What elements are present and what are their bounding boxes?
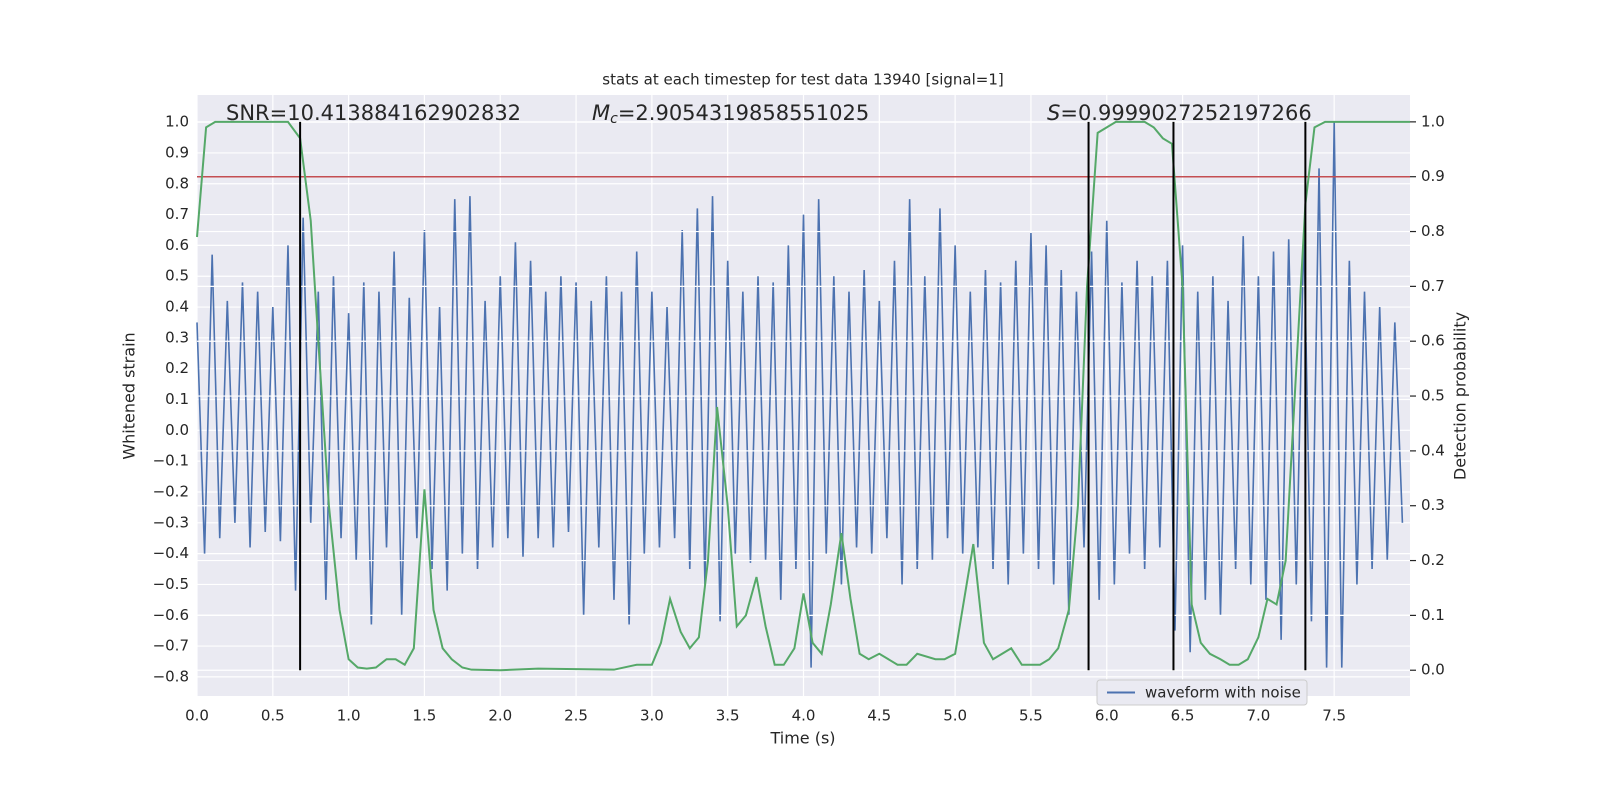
y-tick-label: −0.6 (153, 606, 189, 624)
x-tick-label: 5.0 (943, 707, 967, 725)
y-tick-label: 0.0 (165, 421, 189, 439)
y-tick-label: 0.7 (165, 205, 189, 223)
x-tick-label: 3.0 (640, 707, 664, 725)
y-tick-label: −0.1 (153, 452, 189, 470)
y-axis-label: Whitened strain (120, 332, 139, 459)
y-tick-label: −0.8 (153, 667, 189, 685)
y2-tick-label: 0.2 (1421, 551, 1445, 569)
annotation: Mc=2.9054319858551025 (592, 101, 869, 127)
y-tick-label: 0.1 (165, 390, 189, 408)
x-axis-label: Time (s) (769, 729, 835, 748)
y-tick-label: 0.6 (165, 236, 189, 254)
x-tick-label: 1.0 (337, 707, 361, 725)
annotation-symbol: M (592, 101, 610, 125)
chart-title: stats at each timestep for test data 139… (602, 71, 1003, 89)
y-tick-label: 1.0 (165, 113, 189, 131)
x-tick-label: 6.5 (1171, 707, 1195, 725)
y2-tick-label: 0.6 (1421, 332, 1445, 350)
annotation-text: SNR=10.413884162902832 (226, 101, 521, 125)
y-tick-label: 0.9 (165, 143, 189, 161)
annotation-text: =0.9999027252197266 (1060, 101, 1311, 125)
x-tick-label: 7.0 (1246, 707, 1270, 725)
y-tick-label: 0.3 (165, 328, 189, 346)
y-tick-label: 0.8 (165, 174, 189, 192)
y2-tick-label: 1.0 (1421, 112, 1445, 130)
y2-tick-label: 0.7 (1421, 277, 1445, 295)
y2-axis-label: Detection probability (1451, 312, 1470, 480)
x-tick-label: 5.5 (1019, 707, 1043, 725)
y-tick-label: −0.4 (153, 544, 189, 562)
annotation-symbol: S (1047, 101, 1060, 125)
legend-box (1096, 679, 1308, 706)
annotation: SNR=10.413884162902832 (226, 101, 521, 125)
y-tick-label: 0.2 (165, 359, 189, 377)
probability-line (196, 120, 1410, 672)
annotation-text: =2.9054319858551025 (618, 101, 869, 125)
x-tick-label: 0.0 (185, 707, 209, 725)
y2-tick-label: 0.1 (1421, 606, 1445, 624)
y-tick-label: −0.3 (153, 513, 189, 531)
marks (196, 120, 1410, 672)
y-tick-label: 0.4 (165, 298, 189, 316)
x-tick-label: 2.5 (564, 707, 588, 725)
y2-tick-label: 0.3 (1421, 496, 1445, 514)
y-tick-label: −0.5 (153, 575, 189, 593)
y-tick-label: 0.5 (165, 267, 189, 285)
annotation-subscript: c (610, 111, 618, 127)
x-tick-label: 2.0 (488, 707, 512, 725)
y2-tick-label: 0.0 (1421, 661, 1445, 679)
x-tick-label: 1.5 (413, 707, 437, 725)
x-tick-label: 4.0 (792, 707, 816, 725)
y2-tick-label: 0.5 (1421, 387, 1445, 405)
x-tick-label: 7.5 (1322, 707, 1346, 725)
x-tick-label: 0.5 (261, 707, 285, 725)
x-tick-label: 4.5 (867, 707, 891, 725)
y2-tick-label: 0.9 (1421, 167, 1445, 185)
x-tick-label: 3.5 (716, 707, 740, 725)
y2-tick-label: 0.8 (1421, 222, 1445, 240)
legend-label: waveform with noise (1145, 684, 1301, 702)
waveform-line (196, 122, 1404, 668)
x-tick-label: 6.0 (1095, 707, 1119, 725)
y2-tick-label: 0.4 (1421, 441, 1445, 459)
y-tick-label: −0.2 (153, 482, 189, 500)
annotation: S=0.9999027252197266 (1047, 101, 1312, 125)
y-tick-label: −0.7 (153, 637, 189, 655)
